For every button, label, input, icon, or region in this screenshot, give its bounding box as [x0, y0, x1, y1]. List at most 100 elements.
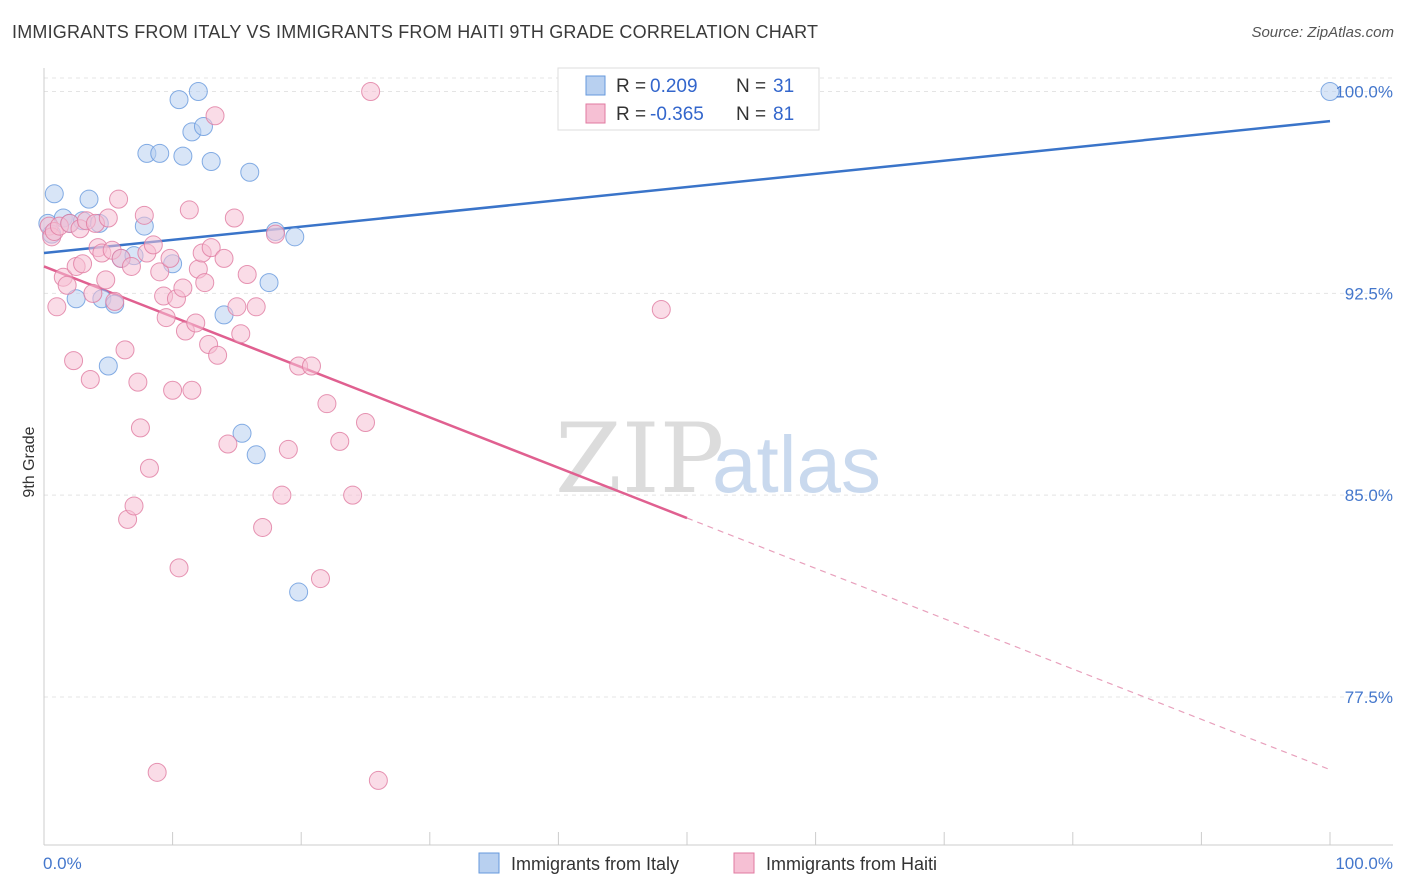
legend-n-value: 31 — [773, 76, 794, 97]
legend-r-value: 0.209 — [650, 76, 698, 97]
haiti-point — [205, 106, 225, 126]
haiti-point — [143, 235, 163, 255]
haiti-point — [651, 299, 671, 319]
legend-n-value: 81 — [773, 104, 794, 125]
bottom-legend: Immigrants from Italy Immigrants from Hai… — [478, 852, 937, 874]
haiti-point — [98, 208, 118, 228]
italy-point — [98, 356, 118, 376]
chart-title: IMMIGRANTS FROM ITALY VS IMMIGRANTS FROM… — [12, 22, 819, 42]
bottom-legend-label-italy: Immigrants from Italy — [511, 854, 679, 874]
haiti-point — [182, 380, 202, 400]
haiti-point — [150, 262, 170, 282]
italy-point — [289, 582, 309, 602]
haiti-point — [278, 439, 298, 459]
italy-point — [232, 423, 252, 443]
haiti-point — [231, 324, 251, 344]
haiti-point — [115, 340, 135, 360]
y-tick-label: 100.0% — [1335, 83, 1393, 102]
italy-point — [79, 189, 99, 209]
haiti-point — [186, 313, 206, 333]
watermark: ZIP atlas — [555, 403, 881, 515]
x-tick-min: 0.0% — [43, 854, 82, 873]
legend-r-label: R = — [616, 104, 646, 125]
y-tick-label: 77.5% — [1345, 688, 1393, 707]
haiti-trend-line — [43, 265, 688, 520]
italy-point — [173, 146, 193, 166]
source-label: Source: ZipAtlas.com — [1251, 24, 1394, 41]
haiti-point — [208, 345, 228, 365]
haiti-point — [224, 208, 244, 228]
haiti-point — [147, 762, 167, 782]
haiti-point — [361, 82, 381, 102]
haiti-point — [169, 558, 189, 578]
haiti-trend-line-extension — [686, 517, 1331, 771]
haiti-point — [124, 496, 144, 516]
y-tick-label: 92.5% — [1345, 284, 1393, 303]
bottom-legend-swatch-italy — [478, 852, 500, 874]
italy-point — [201, 151, 221, 171]
haiti-point — [47, 297, 67, 317]
italy-point — [169, 90, 189, 110]
haiti-point — [163, 380, 183, 400]
haiti-point — [128, 372, 148, 392]
haiti-point — [130, 418, 150, 438]
legend-swatch-italy — [585, 75, 606, 96]
legend-box: R = 0.209 N = 31 R = -0.365 N = 81 — [557, 67, 820, 131]
y-tick-labels: 100.0% 92.5% 85.0% 77.5% — [1335, 83, 1393, 707]
haiti-point — [368, 770, 388, 790]
haiti-point — [330, 431, 350, 451]
legend-n-label: N = — [736, 76, 766, 97]
haiti-point — [201, 238, 221, 258]
haiti-point — [227, 297, 247, 317]
watermark-atlas: atlas — [712, 420, 881, 509]
haiti-point — [96, 270, 116, 290]
haiti-point — [134, 205, 154, 225]
haiti-point — [214, 248, 234, 268]
legend-r-value: -0.365 — [650, 104, 704, 125]
haiti-point — [246, 297, 266, 317]
haiti-point — [301, 356, 321, 376]
italy-point — [150, 143, 170, 163]
italy-point — [285, 227, 305, 247]
haiti-point — [237, 265, 257, 285]
haiti-point — [343, 485, 363, 505]
y-axis-label: 9th Grade — [21, 426, 38, 497]
italy-point — [240, 162, 260, 182]
haiti-point — [80, 369, 100, 389]
x-tick-max: 100.0% — [1335, 854, 1393, 873]
haiti-point — [57, 275, 77, 295]
haiti-point — [218, 434, 238, 454]
haiti-point — [156, 308, 176, 328]
haiti-point — [139, 458, 159, 478]
haiti-point — [265, 224, 285, 244]
haiti-point — [121, 256, 141, 276]
legend-swatch-haiti — [585, 103, 606, 124]
data-points — [38, 82, 1340, 790]
bottom-legend-label-haiti: Immigrants from Haiti — [766, 854, 937, 874]
watermark-zip: ZIP — [555, 403, 724, 515]
y-tick-label: 85.0% — [1345, 486, 1393, 505]
italy-point — [188, 82, 208, 102]
trend-lines — [43, 119, 1331, 771]
haiti-point — [83, 283, 103, 303]
haiti-point — [195, 273, 215, 293]
italy-point — [1320, 82, 1340, 102]
haiti-point — [173, 278, 193, 298]
haiti-point — [253, 517, 273, 537]
haiti-point — [105, 291, 125, 311]
haiti-point — [109, 189, 129, 209]
italy-trend-line — [43, 119, 1331, 255]
bottom-legend-swatch-haiti — [733, 852, 755, 874]
legend-r-label: R = — [616, 76, 646, 97]
haiti-point — [310, 569, 330, 589]
haiti-point — [317, 394, 337, 414]
haiti-point — [179, 200, 199, 220]
italy-point — [44, 184, 64, 204]
haiti-point — [64, 351, 84, 371]
haiti-point — [272, 485, 292, 505]
haiti-point — [73, 254, 93, 274]
haiti-point — [160, 248, 180, 268]
haiti-point — [356, 413, 375, 433]
axes — [43, 68, 1393, 846]
